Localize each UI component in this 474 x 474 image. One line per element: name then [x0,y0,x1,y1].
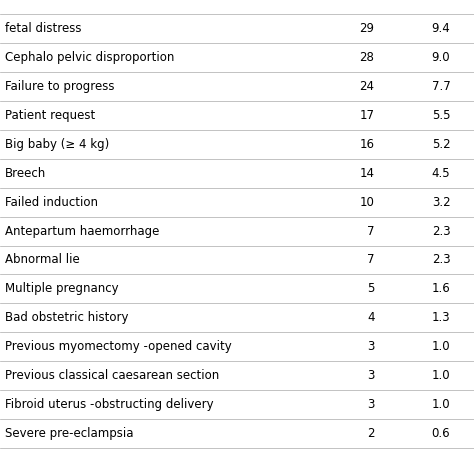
Text: 5: 5 [367,283,374,295]
Text: Previous myomectomy -opened cavity: Previous myomectomy -opened cavity [5,340,231,353]
Text: Cephalo pelvic disproportion: Cephalo pelvic disproportion [5,51,174,64]
Text: Previous classical caesarean section: Previous classical caesarean section [5,369,219,382]
Text: 28: 28 [360,51,374,64]
Text: 14: 14 [359,167,374,180]
Text: 17: 17 [359,109,374,122]
Text: Bad obstetric history: Bad obstetric history [5,311,128,324]
Text: fetal distress: fetal distress [5,22,81,35]
Text: 5.5: 5.5 [432,109,450,122]
Text: 1.6: 1.6 [431,283,450,295]
Text: 4: 4 [367,311,374,324]
Text: Failure to progress: Failure to progress [5,80,114,93]
Text: Abnormal lie: Abnormal lie [5,254,80,266]
Text: 2.3: 2.3 [432,225,450,237]
Text: 10: 10 [360,196,374,209]
Text: Multiple pregnancy: Multiple pregnancy [5,283,118,295]
Text: 1.0: 1.0 [432,398,450,411]
Text: 3: 3 [367,369,374,382]
Text: 24: 24 [359,80,374,93]
Text: 9.0: 9.0 [432,51,450,64]
Text: Fibroid uterus -obstructing delivery: Fibroid uterus -obstructing delivery [5,398,213,411]
Text: 7: 7 [367,254,374,266]
Text: Severe pre-eclampsia: Severe pre-eclampsia [5,427,133,440]
Text: 3: 3 [367,340,374,353]
Text: 3: 3 [367,398,374,411]
Text: 0.6: 0.6 [432,427,450,440]
Text: 1.3: 1.3 [432,311,450,324]
Text: Antepartum haemorrhage: Antepartum haemorrhage [5,225,159,237]
Text: 2: 2 [367,427,374,440]
Text: 7.7: 7.7 [431,80,450,93]
Text: 16: 16 [359,138,374,151]
Text: Patient request: Patient request [5,109,95,122]
Text: 2.3: 2.3 [432,254,450,266]
Text: 29: 29 [359,22,374,35]
Text: 5.2: 5.2 [432,138,450,151]
Text: 9.4: 9.4 [431,22,450,35]
Text: 1.0: 1.0 [432,340,450,353]
Text: Failed induction: Failed induction [5,196,98,209]
Text: 7: 7 [367,225,374,237]
Text: Breech: Breech [5,167,46,180]
Text: Big baby (≥ 4 kg): Big baby (≥ 4 kg) [5,138,109,151]
Text: 4.5: 4.5 [432,167,450,180]
Text: 1.0: 1.0 [432,369,450,382]
Text: 3.2: 3.2 [432,196,450,209]
